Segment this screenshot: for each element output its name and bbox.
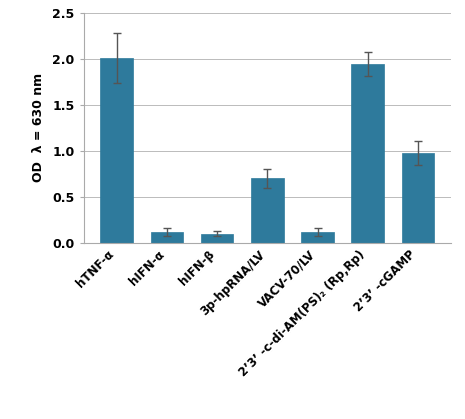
Y-axis label: OD  λ = 630 nm: OD λ = 630 nm	[33, 73, 46, 182]
Bar	[100, 58, 133, 243]
Bar	[151, 232, 183, 243]
Bar	[201, 234, 233, 243]
Bar	[352, 64, 384, 243]
Bar	[251, 178, 284, 243]
Bar	[402, 153, 434, 243]
Bar	[301, 232, 334, 243]
